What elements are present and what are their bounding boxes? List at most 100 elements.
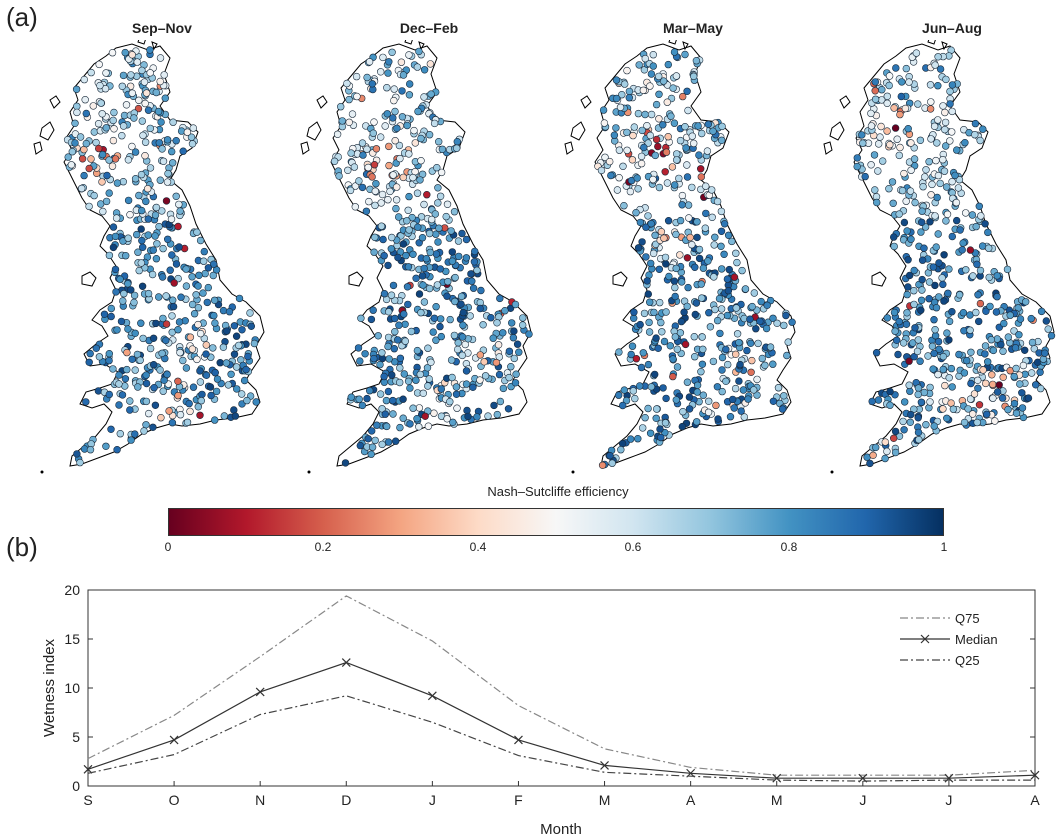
gauge-point — [939, 405, 947, 413]
gauge-point — [384, 308, 393, 316]
gauge-point — [989, 394, 997, 402]
gauge-point — [405, 51, 413, 59]
gauge-point — [917, 228, 925, 236]
gauge-point — [231, 412, 240, 420]
gauge-point — [403, 217, 411, 225]
gauge-point — [931, 61, 939, 69]
gauge-point — [126, 397, 134, 405]
gauge-point — [961, 138, 969, 147]
gauge-point — [907, 139, 915, 147]
gauge-point — [197, 397, 206, 405]
gauge-point — [174, 391, 182, 400]
gauge-point — [607, 171, 615, 180]
gauge-point — [499, 329, 507, 337]
gauge-point — [401, 320, 409, 328]
gauge-point — [159, 314, 167, 323]
gauge-point — [365, 387, 374, 395]
gauge-point — [384, 69, 392, 77]
gauge-point — [427, 90, 435, 98]
gauge-point — [398, 87, 406, 95]
gauge-point — [636, 320, 644, 329]
gauge-point — [206, 383, 215, 391]
gauge-point — [403, 283, 412, 291]
gauge-point — [417, 156, 425, 165]
gauge-point — [151, 211, 160, 219]
gauge-point — [230, 322, 239, 330]
gauge-point — [746, 315, 754, 323]
gauge-point — [1012, 364, 1020, 373]
gauge-point — [105, 350, 114, 358]
gauge-point — [127, 71, 135, 79]
gauge-point — [378, 405, 386, 413]
gauge-point — [152, 319, 160, 328]
gauge-point — [693, 381, 702, 389]
gauge-point — [116, 275, 124, 283]
gauge-point — [955, 176, 964, 184]
gauge-point — [672, 156, 681, 164]
gauge-point — [182, 364, 191, 372]
gauge-point — [649, 249, 658, 258]
gauge-point — [658, 328, 666, 336]
gauge-point — [711, 233, 719, 242]
gauge-point — [616, 103, 625, 112]
gauge-point — [972, 308, 980, 317]
gauge-point — [427, 358, 435, 366]
gauge-point — [725, 265, 734, 274]
gauge-point — [94, 144, 103, 153]
map-winter — [300, 40, 533, 474]
gauge-point — [512, 370, 520, 378]
gauge-point — [656, 425, 664, 433]
gauge-point — [601, 153, 609, 162]
gauge-point — [732, 304, 741, 312]
gauge-point — [971, 130, 979, 139]
gauge-point — [853, 154, 861, 162]
hebrides-islands — [564, 95, 592, 155]
gauge-point — [98, 150, 107, 159]
gauge-point — [174, 326, 182, 334]
gauge-point — [252, 398, 260, 406]
gauge-point — [967, 379, 975, 388]
gauge-point — [684, 106, 692, 115]
gauge-point — [124, 196, 133, 205]
gauge-point — [458, 229, 466, 238]
gauge-point — [389, 396, 397, 405]
gauge-point — [187, 133, 196, 141]
gauge-point — [983, 410, 991, 418]
gauge-point — [457, 292, 466, 301]
gauge-point — [142, 421, 150, 429]
gauge-point — [453, 404, 461, 412]
gauge-point — [701, 224, 710, 232]
gauge-point — [995, 381, 1003, 389]
gauge-point — [389, 171, 397, 179]
gauge-point — [974, 376, 982, 384]
gauge-point — [692, 57, 701, 65]
gauge-point — [204, 264, 213, 272]
gauge-point — [82, 109, 91, 118]
y-tick-label: 0 — [72, 778, 80, 794]
gauge-point — [448, 373, 456, 382]
gauge-point — [131, 148, 140, 156]
gauge-point — [698, 360, 707, 368]
gauge-point — [733, 330, 742, 338]
gauge-point — [82, 139, 91, 148]
gauge-point — [242, 365, 250, 374]
gauge-point — [729, 395, 737, 404]
gauge-point — [670, 119, 679, 127]
gauge-point — [462, 380, 471, 388]
hebrides-islands — [823, 95, 851, 155]
gauge-point — [669, 355, 677, 363]
gauge-point — [736, 360, 744, 369]
gauge-point — [430, 314, 439, 322]
gauge-point — [894, 350, 902, 359]
gauge-point — [769, 397, 778, 405]
gauge-point — [85, 164, 93, 173]
gauge-point — [931, 326, 939, 334]
gauge-point — [132, 230, 141, 239]
gauge-point — [960, 327, 968, 335]
gauge-point — [769, 360, 777, 368]
gauge-point — [95, 60, 103, 69]
gauge-point — [344, 166, 352, 175]
gauge-point — [496, 397, 505, 406]
gauge-point — [671, 333, 680, 341]
gauge-point — [400, 310, 408, 318]
